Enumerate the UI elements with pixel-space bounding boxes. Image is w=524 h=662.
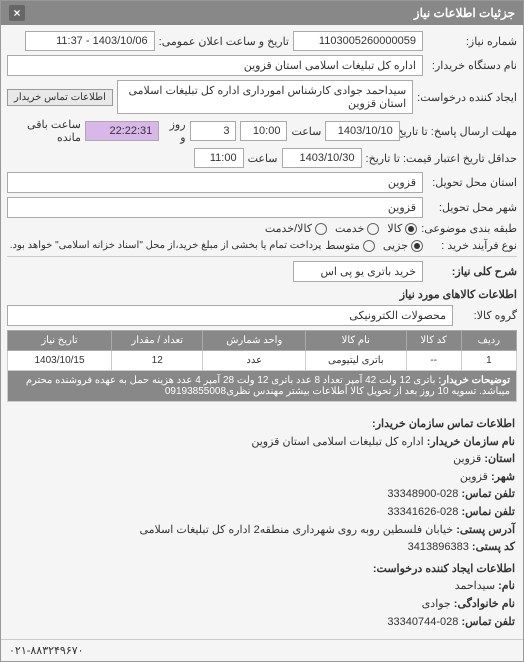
- family-label: نام خانوادگی:: [454, 598, 515, 610]
- buyer-contact-button[interactable]: اطلاعات تماس خریدار: [7, 89, 113, 106]
- td-code: --: [406, 351, 461, 371]
- need-number-field: 1103005260000059: [293, 31, 423, 51]
- table-desc-cell: توضیحات خریدار: باتری 12 ولت 42 آمپر تعد…: [8, 371, 517, 402]
- province-label: استان:: [484, 453, 515, 465]
- reply-time-field: 10:00: [240, 121, 287, 141]
- purchase-type-radio-group: جزیی متوسط: [325, 239, 423, 252]
- td-qty: 12: [112, 351, 203, 371]
- table-desc-row: توضیحات خریدار: باتری 12 ولت 42 آمپر تعد…: [8, 371, 517, 402]
- price-time-field: 11:00: [194, 148, 244, 168]
- phone-label: تلفن تماس:: [461, 488, 515, 500]
- radio-medium[interactable]: [363, 240, 375, 252]
- th-unit: واحد شمارش: [203, 331, 306, 351]
- need-desc-field: خرید باتری یو پی اس: [293, 261, 423, 282]
- name-value: سیداحمد: [455, 580, 495, 592]
- org-value: اداره کل تبلیغات اسلامی استان قزوین: [251, 436, 423, 448]
- name-label: نام:: [498, 580, 515, 592]
- req-phone-label: تلفن تماس:: [461, 616, 515, 628]
- address-value: خیابان فلسطین روبه روی شهرداری منطقه2 اد…: [139, 524, 453, 536]
- family-value: جوادی: [422, 598, 451, 610]
- close-icon[interactable]: ×: [9, 5, 25, 21]
- need-desc-label: شرح کلی نیاز:: [427, 265, 517, 278]
- radio-small-label: جزیی: [383, 239, 408, 252]
- radio-medium-label: متوسط: [325, 239, 360, 252]
- table-row: 1 -- باتری لیتیومی عدد 12 1403/10/15: [8, 351, 517, 371]
- buyer-name-field: اداره کل تبلیغات اسلامی استان قزوین: [7, 55, 423, 76]
- org-label: نام سازمان خریدار:: [427, 436, 515, 448]
- desc-label: توضیحات خریدار:: [438, 375, 510, 386]
- radio-service-label: خدمت: [335, 222, 364, 235]
- creator-field: سیداحمد جوادی کارشناس امورداری اداره کل …: [117, 80, 413, 114]
- page-title: جزئیات اطلاعات نیاز: [414, 6, 515, 20]
- purchase-type-note: پرداخت تمام یا بخشی از مبلغ خرید،از محل …: [10, 240, 322, 251]
- time-label-1: ساعت: [291, 125, 321, 138]
- buyer-name-label: نام دستگاه خریدار:: [427, 59, 517, 72]
- th-row: ردیف: [461, 331, 516, 351]
- announce-date-field: 1403/10/06 - 11:37: [25, 31, 155, 51]
- th-name: نام کالا: [306, 331, 406, 351]
- fax-label: تلفن نماس:: [461, 506, 515, 518]
- postal-value: 3413896383: [408, 541, 469, 553]
- radio-both[interactable]: [315, 223, 327, 235]
- purchase-type-label: نوع فرآیند خرید :: [427, 239, 517, 252]
- radio-goods[interactable]: [405, 223, 417, 235]
- goods-group-label: گروه کالا:: [457, 309, 517, 322]
- page-header: جزئیات اطلاعات نیاز ×: [1, 1, 523, 25]
- subject-radio-group: کالا خدمت کالا/خدمت: [265, 222, 417, 235]
- reply-date-field: 1403/10/10: [325, 121, 399, 141]
- th-code: کد کالا: [406, 331, 461, 351]
- city-value: قزوین: [460, 471, 488, 483]
- address-label: آدرس پستی:: [456, 524, 515, 536]
- td-row: 1: [461, 351, 516, 371]
- reply-deadline-label: مهلت ارسال پاسخ: تا تاریخ:: [404, 125, 517, 138]
- radio-service[interactable]: [367, 223, 379, 235]
- remaining-time-field: 22:22:31: [85, 121, 159, 141]
- remaining-label: ساعت باقی مانده: [7, 118, 81, 144]
- goods-info-header: اطلاعات کالاهای مورد نیاز: [7, 288, 517, 301]
- phone-value: 028-33348900: [387, 488, 458, 500]
- day-label: روز و: [163, 118, 185, 144]
- price-validity-label: حداقل تاریخ اعتبار قیمت: تا تاریخ:: [366, 152, 517, 165]
- price-date-field: 1403/10/30: [282, 148, 362, 168]
- day-count-field: 3: [190, 121, 237, 141]
- td-date: 1403/10/15: [8, 351, 112, 371]
- need-number-label: شماره نیاز:: [427, 35, 517, 48]
- city-label: شهر:: [491, 471, 515, 483]
- radio-both-label: کالا/خدمت: [265, 222, 312, 235]
- radio-goods-label: کالا: [387, 222, 402, 235]
- delivery-city-label: شهر محل تحویل:: [427, 201, 517, 214]
- td-unit: عدد: [203, 351, 306, 371]
- province-value: قزوین: [453, 453, 481, 465]
- creator-label: ایجاد کننده درخواست:: [417, 91, 517, 104]
- time-label-2: ساعت: [248, 152, 278, 165]
- delivery-province-field: قزوین: [7, 172, 423, 193]
- postal-label: کد پستی:: [472, 541, 515, 553]
- delivery-province-label: استان محل تحویل:: [427, 176, 517, 189]
- goods-table: ردیف کد کالا نام کالا واحد شمارش تعداد /…: [7, 330, 517, 402]
- req-phone-value: 028-33340744: [387, 616, 458, 628]
- th-date: تاریخ نیاز: [8, 331, 112, 351]
- radio-small[interactable]: [411, 240, 423, 252]
- delivery-city-field: قزوین: [7, 197, 423, 218]
- announce-date-label: تاریخ و ساعت اعلان عمومی:: [159, 35, 289, 48]
- divider: [7, 256, 517, 257]
- contact-header: اطلاعات تماس سازمان خریدار:: [9, 416, 515, 434]
- th-qty: تعداد / مقدار: [112, 331, 203, 351]
- table-header-row: ردیف کد کالا نام کالا واحد شمارش تعداد /…: [8, 331, 517, 351]
- subject-class-label: طبقه بندی موضوعی:: [421, 222, 517, 235]
- footer-phone: ۰۲۱-۸۸۳۲۴۹۶۷۰: [1, 639, 523, 661]
- td-name: باتری لیتیومی: [306, 351, 406, 371]
- goods-group-field: محصولات الکترونیکی: [7, 305, 453, 326]
- fax-value: 028-33341626: [387, 506, 458, 518]
